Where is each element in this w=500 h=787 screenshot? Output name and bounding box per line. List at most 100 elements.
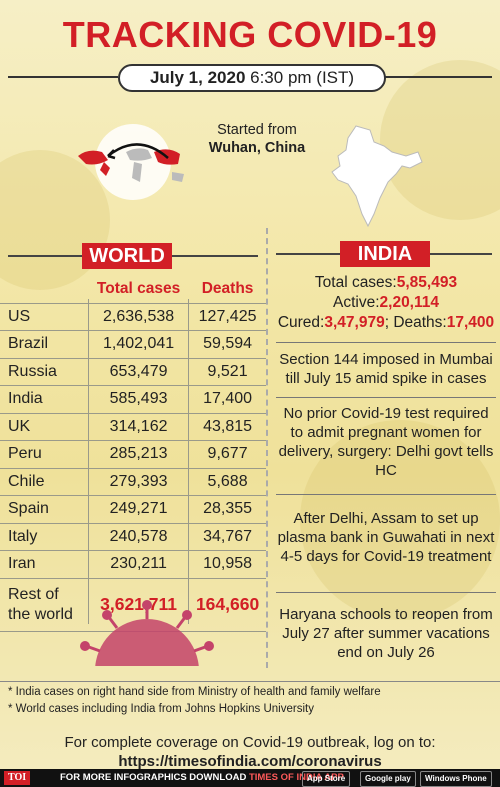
background-blob bbox=[300, 420, 500, 620]
table-row: Spain 249,271 28,355 bbox=[0, 495, 266, 523]
divider bbox=[8, 255, 82, 257]
total-cases-cell: 249,271 bbox=[88, 495, 190, 523]
total-cases-cell: 285,213 bbox=[88, 440, 190, 468]
india-cured-value: 3,47,979 bbox=[324, 314, 385, 331]
world-heading: WORLD bbox=[82, 243, 172, 269]
total-cases-cell: 279,393 bbox=[88, 467, 190, 496]
divider bbox=[430, 253, 492, 255]
deaths-cell: 5,688 bbox=[189, 467, 266, 496]
divider bbox=[276, 592, 496, 593]
divider bbox=[0, 681, 500, 682]
column-divider bbox=[266, 228, 268, 668]
column-rule bbox=[188, 299, 189, 624]
news-item: No prior Covid-19 test required to admit… bbox=[278, 405, 494, 479]
divider bbox=[382, 76, 492, 78]
divider bbox=[276, 494, 496, 495]
table-row-rest-of-world: Rest of the world 3,621,711 164,660 bbox=[0, 577, 266, 632]
total-cases-cell: 314,162 bbox=[88, 412, 190, 441]
country-cell: UK bbox=[0, 412, 88, 441]
deaths-cell: 10,958 bbox=[189, 550, 266, 578]
deaths-cell: 9,521 bbox=[189, 357, 266, 386]
app-name: TIMES OF INDIA APP bbox=[248, 772, 344, 783]
col-total-cases: Total cases bbox=[96, 280, 181, 298]
virus-illustration bbox=[72, 596, 222, 666]
country-cell: Brazil bbox=[0, 330, 88, 358]
total-cases-cell: 1,402,041 bbox=[88, 330, 190, 358]
page-title: TRACKING COVID-19 bbox=[62, 14, 438, 55]
table-row: Brazil 1,402,041 59,594 bbox=[0, 330, 266, 358]
google-play-button[interactable]: Google play bbox=[360, 771, 416, 787]
divider bbox=[276, 253, 340, 255]
total-cases-cell: 653,479 bbox=[88, 357, 190, 386]
table-row: US 2,636,538 127,425 bbox=[0, 302, 266, 331]
table-row: Chile 279,393 5,688 bbox=[0, 467, 266, 496]
table-row: Italy 240,578 34,767 bbox=[0, 522, 266, 551]
col-deaths: Deaths bbox=[201, 280, 254, 298]
country-cell: US bbox=[0, 302, 88, 331]
divider bbox=[276, 342, 496, 343]
divider bbox=[172, 255, 258, 257]
deaths-cell: 34,767 bbox=[189, 522, 266, 551]
app-store-button[interactable]: App Store bbox=[302, 771, 351, 787]
coverage-text: For complete coverage on Covid-19 outbre… bbox=[64, 734, 436, 751]
background-blob bbox=[380, 60, 500, 220]
india-deaths-label: ; Deaths: bbox=[384, 314, 447, 331]
coverage-link[interactable]: https://timesofindia.com/coronavirus bbox=[118, 753, 382, 770]
table-header-row: Total cases Deaths bbox=[0, 276, 266, 303]
world-table-body: US 2,636,538 127,425 Brazil 1,402,041 59,594 R… bbox=[0, 302, 266, 632]
india-map-icon bbox=[318, 122, 428, 232]
bottom-bar-text: FOR MORE INFOGRAPHICS DOWNLOAD TIMES OF … bbox=[60, 769, 344, 787]
india-total-value: 5,85,493 bbox=[396, 274, 458, 291]
toi-logo[interactable]: TOI bbox=[4, 771, 31, 785]
footnote: * India cases on right hand side from Mi… bbox=[8, 686, 381, 698]
col-country bbox=[0, 276, 88, 303]
world-map-icon bbox=[68, 122, 198, 202]
country-cell: Russia bbox=[0, 357, 88, 386]
country-cell: Rest of the world bbox=[0, 577, 88, 632]
world-table: Total cases Deaths US 2,636,538 127,425 Bra… bbox=[0, 276, 266, 632]
column-rule bbox=[88, 299, 89, 624]
deaths-cell: 164,660 bbox=[189, 577, 266, 632]
india-active-value: 2,20,114 bbox=[379, 294, 439, 311]
divider bbox=[8, 76, 118, 78]
origin-label: Started from Wuhan, China bbox=[202, 121, 312, 157]
footnote: * World cases including India from Johns… bbox=[8, 703, 314, 715]
deaths-cell: 127,425 bbox=[189, 302, 266, 331]
date-time: 6:30 pm (IST) bbox=[245, 68, 355, 87]
date-badge: July 1, 2020 6:30 pm (IST) bbox=[118, 64, 386, 92]
india-cured-label: Cured: bbox=[277, 314, 325, 331]
country-cell: Peru bbox=[0, 440, 88, 468]
origin-line2: Wuhan, China bbox=[208, 140, 306, 156]
country-cell: Spain bbox=[0, 495, 88, 523]
download-text: FOR MORE INFOGRAPHICS DOWNLOAD bbox=[60, 772, 249, 783]
total-cases-cell: 585,493 bbox=[88, 385, 190, 413]
news-item: After Delhi, Assam to set up plasma bank… bbox=[277, 510, 495, 565]
country-cell: Italy bbox=[0, 522, 88, 551]
deaths-cell: 43,815 bbox=[189, 412, 266, 441]
windows-phone-button[interactable]: Windows Phone bbox=[420, 771, 492, 787]
rest-label-line1: Rest of bbox=[8, 585, 59, 603]
india-active-label: Active: bbox=[333, 294, 380, 311]
table-row: UK 314,162 43,815 bbox=[0, 412, 266, 441]
deaths-cell: 17,400 bbox=[189, 385, 266, 413]
bottom-bar: TOI FOR MORE INFOGRAPHICS DOWNLOAD TIMES… bbox=[0, 769, 500, 787]
deaths-cell: 9,677 bbox=[189, 440, 266, 468]
divider bbox=[276, 397, 496, 398]
coverage-note: For complete coverage on Covid-19 outbre… bbox=[0, 733, 500, 771]
india-stats: Total cases:5,85,493 Active:2,20,114 Cur… bbox=[276, 273, 496, 333]
deaths-cell: 28,355 bbox=[189, 495, 266, 523]
country-cell: Chile bbox=[0, 467, 88, 496]
date-bold: July 1, 2020 bbox=[149, 68, 246, 87]
table-row: Russia 653,479 9,521 bbox=[0, 357, 266, 386]
rest-label-line2: the world bbox=[8, 605, 73, 623]
india-deaths-value: 17,400 bbox=[446, 314, 495, 331]
news-item: Haryana schools to reopen from July 27 a… bbox=[279, 606, 493, 661]
table-row: India 585,493 17,400 bbox=[0, 385, 266, 413]
origin-line1: Started from bbox=[217, 122, 297, 138]
table-row: Iran 230,211 10,958 bbox=[0, 550, 266, 578]
country-cell: Iran bbox=[0, 550, 88, 578]
deaths-cell: 59,594 bbox=[189, 330, 266, 358]
table-row: Peru 285,213 9,677 bbox=[0, 440, 266, 468]
total-cases-cell: 2,636,538 bbox=[88, 302, 190, 331]
